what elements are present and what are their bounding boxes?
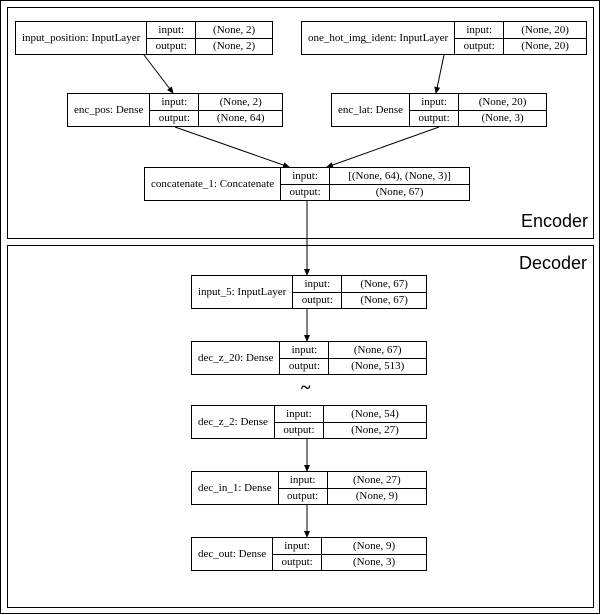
io-label-output: output: bbox=[410, 111, 459, 127]
io-shape-input: (None, 2) bbox=[196, 22, 272, 38]
decoder-label: Decoder bbox=[519, 253, 587, 274]
io-label-input: input: bbox=[280, 342, 329, 358]
io-shape-output: (None, 20) bbox=[504, 39, 586, 55]
io-label-input: input: bbox=[455, 22, 504, 38]
node-enc-lat: enc_lat: Dense input:(None, 20) output:(… bbox=[331, 93, 547, 127]
node-name: concatenate_1: Concatenate bbox=[145, 168, 281, 200]
io-shape-output: (None, 67) bbox=[330, 185, 469, 201]
io-shape-output: (None, 64) bbox=[199, 111, 282, 127]
node-dec-z-20: dec_z_20: Dense input:(None, 67) output:… bbox=[191, 341, 427, 375]
node-input5: input_5: InputLayer input:(None, 67) out… bbox=[191, 275, 427, 309]
node-name: input_position: InputLayer bbox=[16, 22, 147, 54]
io-shape-input: (None, 20) bbox=[459, 94, 546, 110]
io-shape-output: (None, 2) bbox=[196, 39, 272, 55]
io-label-input: input: bbox=[293, 276, 342, 292]
io-label-output: output: bbox=[455, 39, 504, 55]
io-label-output: output: bbox=[147, 39, 196, 55]
io-label-input: input: bbox=[279, 472, 328, 488]
node-dec-z-2: dec_z_2: Dense input:(None, 54) output:(… bbox=[191, 405, 427, 439]
io-label-input: input: bbox=[275, 406, 324, 422]
io-shape-input: (None, 9) bbox=[322, 538, 426, 554]
io-shape-input: (None, 20) bbox=[504, 22, 586, 38]
node-dec-out: dec_out: Dense input:(None, 9) output:(N… bbox=[191, 537, 427, 571]
io-label-input: input: bbox=[281, 168, 330, 184]
io-shape-output: (None, 9) bbox=[328, 489, 426, 505]
io-shape-input: (None, 2) bbox=[199, 94, 282, 110]
io-shape-input: (None, 54) bbox=[324, 406, 426, 422]
io-shape-output: (None, 27) bbox=[324, 423, 426, 439]
node-name: dec_z_2: Dense bbox=[192, 406, 275, 438]
io-label-output: output: bbox=[281, 185, 330, 201]
node-name: one_hot_img_ident: InputLayer bbox=[302, 22, 455, 54]
io-shape-input: (None, 67) bbox=[329, 342, 426, 358]
node-input-position: input_position: InputLayer input:(None, … bbox=[15, 21, 273, 55]
io-label-input: input: bbox=[147, 22, 196, 38]
io-shape-output: (None, 3) bbox=[459, 111, 546, 127]
io-label-output: output: bbox=[275, 423, 324, 439]
io-label-output: output: bbox=[280, 359, 329, 375]
node-name: enc_lat: Dense bbox=[332, 94, 410, 126]
encoder-label: Encoder bbox=[521, 211, 588, 232]
node-name: dec_in_1: Dense bbox=[192, 472, 279, 504]
node-one-hot: one_hot_img_ident: InputLayer input:(Non… bbox=[301, 21, 587, 55]
io-label-output: output: bbox=[293, 293, 342, 309]
io-label-output: output: bbox=[279, 489, 328, 505]
io-shape-input: (None, 27) bbox=[328, 472, 426, 488]
io-label-output: output: bbox=[273, 555, 322, 571]
io-label-output: output: bbox=[150, 111, 199, 127]
ellipsis-tilde: ~ bbox=[301, 377, 310, 398]
io-shape-output: (None, 67) bbox=[342, 293, 426, 309]
node-dec-in-1: dec_in_1: Dense input:(None, 27) output:… bbox=[191, 471, 427, 505]
node-name: dec_out: Dense bbox=[192, 538, 273, 570]
io-label-input: input: bbox=[150, 94, 199, 110]
io-label-input: input: bbox=[410, 94, 459, 110]
io-shape-input: (None, 67) bbox=[342, 276, 426, 292]
node-name: enc_pos: Dense bbox=[68, 94, 150, 126]
node-name: dec_z_20: Dense bbox=[192, 342, 280, 374]
diagram-canvas: Encoder Decoder input_position: InputLay… bbox=[0, 0, 600, 614]
node-concatenate: concatenate_1: Concatenate input:[(None,… bbox=[144, 167, 470, 201]
io-shape-output: (None, 3) bbox=[322, 555, 426, 571]
io-shape-input: [(None, 64), (None, 3)] bbox=[330, 168, 469, 184]
node-name: input_5: InputLayer bbox=[192, 276, 293, 308]
node-enc-pos: enc_pos: Dense input:(None, 2) output:(N… bbox=[67, 93, 283, 127]
io-label-input: input: bbox=[273, 538, 322, 554]
io-shape-output: (None, 513) bbox=[329, 359, 426, 375]
